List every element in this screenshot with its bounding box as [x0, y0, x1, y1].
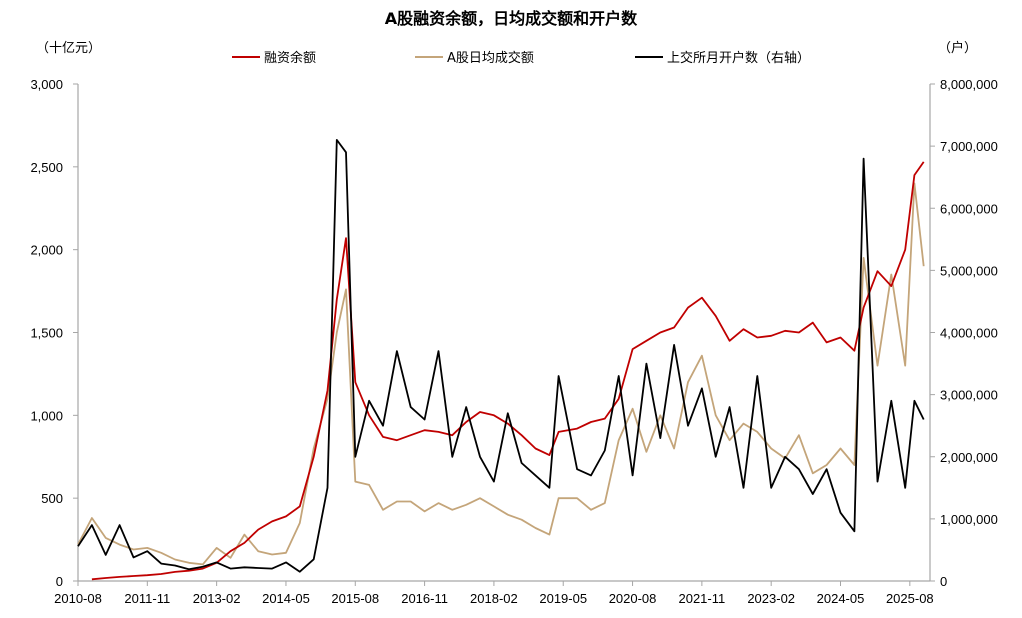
- legend-item-margin-balance: 融资余额: [232, 47, 316, 66]
- legend-swatch-black: [635, 55, 663, 58]
- x-tick-label: 2011-11: [124, 591, 170, 606]
- series-line-2: [77, 138, 925, 573]
- legend-swatch-tan: [415, 55, 443, 58]
- y2-tick-label: 3,000,000: [940, 388, 998, 403]
- y2-tick-label: 0: [940, 574, 947, 589]
- x-tick-label: 2013-02: [193, 591, 241, 606]
- x-tick-label: 2010-08: [54, 591, 102, 606]
- y-tick-label: 3,000: [30, 77, 63, 92]
- x-tick-label: 2024-05: [817, 591, 865, 606]
- x-tick-label: 2025-08: [886, 591, 934, 606]
- y2-tick-label: 7,000,000: [940, 139, 998, 154]
- y-tick-label: 0: [56, 574, 63, 589]
- legend-item-daily-turnover: A股日均成交额: [415, 47, 534, 66]
- legend-label: 融资余额: [264, 51, 317, 66]
- right-axis-unit: （户）: [938, 41, 978, 56]
- y2-tick-label: 4,000,000: [940, 326, 998, 341]
- y-tick-label: 1,000: [30, 408, 63, 423]
- y-tick-label: 2,500: [30, 160, 63, 175]
- x-tick-label: 2015-08: [331, 591, 379, 606]
- legend-label: A股日均成交额: [447, 51, 534, 66]
- chart-title: A股融资余额，日均成交额和开户数: [384, 9, 638, 28]
- x-tick-label: 2019-05: [539, 591, 587, 606]
- y-tick-label: 500: [41, 491, 63, 506]
- x-tick-label: 2018-02: [470, 591, 518, 606]
- left-axis-unit: （十亿元）: [36, 41, 102, 56]
- y2-tick-label: 5,000,000: [940, 263, 998, 278]
- x-tick-label: 2014-05: [262, 591, 310, 606]
- y-tick-label: 2,000: [30, 243, 63, 258]
- y2-tick-label: 8,000,000: [940, 77, 998, 92]
- series-line-1: [77, 182, 925, 566]
- legend-label: 上交所月开户数（右轴）: [667, 51, 811, 66]
- y2-tick-label: 1,000,000: [940, 512, 998, 527]
- y2-tick-label: 2,000,000: [940, 450, 998, 465]
- x-tick-label: 2023-02: [747, 591, 795, 606]
- x-tick-label: 2021-11: [678, 591, 725, 606]
- y2-tick-label: 6,000,000: [940, 201, 998, 216]
- y-tick-label: 1,500: [30, 326, 63, 341]
- legend-swatch-red: [232, 55, 260, 58]
- legend-item-accounts: 上交所月开户数（右轴）: [635, 47, 810, 66]
- series-line-0: [91, 161, 925, 581]
- x-tick-label: 2016-11: [401, 591, 448, 606]
- x-tick-label: 2020-08: [609, 591, 657, 606]
